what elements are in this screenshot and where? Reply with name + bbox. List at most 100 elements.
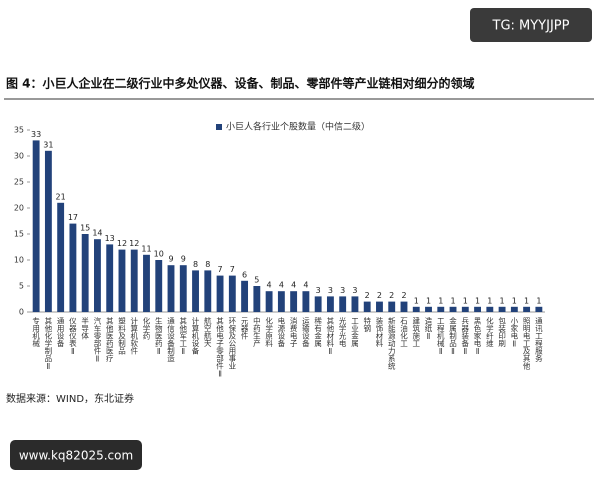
x-tick-label: 建筑施工: [412, 316, 421, 348]
x-tick-label: 通讯工程服务: [534, 316, 543, 364]
x-tick-label: 专用机械: [31, 316, 40, 349]
legend-label: 小巨人各行业个股数量（中信二级）: [226, 121, 370, 133]
y-tick-label: 5: [19, 282, 24, 291]
value-label: 1: [524, 296, 529, 305]
y-tick-label: 25: [14, 178, 24, 187]
value-label: 6: [242, 270, 247, 279]
bar: [44, 150, 52, 312]
x-tick-label: 中药生产: [252, 316, 261, 349]
value-label: 15: [80, 224, 90, 233]
value-label: 33: [31, 130, 41, 139]
value-label: 1: [426, 296, 431, 305]
value-label: 8: [205, 260, 210, 269]
value-label: 1: [536, 296, 541, 305]
value-label: 13: [105, 234, 115, 243]
bar: [32, 140, 40, 312]
value-label: 4: [291, 281, 296, 290]
value-label: 10: [154, 250, 164, 259]
x-tick-label: 电源设备: [277, 316, 286, 349]
bar: [130, 249, 138, 312]
bar: [535, 306, 543, 312]
value-label: 3: [352, 286, 357, 295]
bar: [302, 291, 310, 312]
bar: [265, 291, 273, 312]
bar: [486, 306, 494, 312]
x-tick-label: 兵器装备Ⅱ: [461, 316, 470, 356]
value-label: 2: [365, 291, 370, 300]
chart-title: 图 4：小巨人企业在二级行业中多处仪器、设备、制品、零部件等产业链相对细分的领域: [6, 76, 475, 91]
value-label: 1: [487, 296, 492, 305]
bar: [155, 260, 163, 312]
value-label: 4: [279, 281, 284, 290]
value-label: 11: [141, 244, 151, 253]
value-label: 2: [377, 291, 382, 300]
value-label: 2: [401, 291, 406, 300]
bar: [449, 306, 457, 312]
bar: [314, 296, 322, 312]
value-label: 21: [56, 192, 66, 201]
x-tick-label: 化学药: [142, 316, 151, 341]
bar: [167, 265, 175, 312]
bar: [461, 306, 469, 312]
value-label: 3: [340, 286, 345, 295]
x-tick-label: 造纸Ⅱ: [424, 316, 433, 341]
x-tick-label: 照明电工及其他: [522, 317, 531, 371]
x-tick-label: 包装印刷: [497, 316, 506, 349]
bar: [277, 291, 285, 312]
bar: [474, 306, 481, 312]
x-tick-label: 通信设备制造: [166, 316, 175, 364]
y-tick-label: 10: [14, 256, 24, 265]
x-tick-label: 计算机软件: [129, 316, 138, 356]
bar: [253, 286, 261, 312]
value-label: 1: [512, 296, 517, 305]
y-tick-label: 20: [14, 204, 24, 213]
watermark-box: [10, 440, 142, 470]
value-label: 3: [316, 286, 321, 295]
bar: [498, 306, 506, 312]
x-tick-label: 其他材料Ⅱ: [326, 317, 335, 356]
watermark-box: [470, 8, 592, 42]
bar: [339, 296, 347, 312]
value-label: 4: [267, 281, 272, 290]
bar: [118, 249, 126, 312]
bar: [400, 301, 408, 312]
watermark-bottom: www.kq82025.com: [19, 449, 133, 463]
bar: [523, 306, 531, 312]
source: 数据来源：WIND，东北证券: [6, 392, 134, 405]
watermark-top: TG: MYYJJPP: [492, 19, 570, 34]
y-tick-label: 0: [19, 308, 24, 317]
y-tick-label: 35: [14, 126, 24, 135]
x-tick-label: 新能源动力系统: [387, 316, 396, 371]
bar: [94, 239, 101, 312]
x-tick-label: 生物医药Ⅱ: [154, 316, 163, 356]
x-tick-label: 其他化学制品Ⅱ: [44, 317, 53, 371]
bar: [425, 306, 432, 312]
bar: [228, 275, 236, 312]
x-tick-label: 航空航天: [203, 316, 212, 349]
bar: [81, 234, 89, 312]
x-tick-label: 其他医药医疗: [105, 317, 114, 364]
bar: [363, 301, 371, 312]
value-label: 17: [68, 213, 78, 222]
bar: [351, 296, 359, 312]
x-tick-label: 半导体: [80, 316, 89, 341]
x-tick-label: 稀有金属: [313, 316, 322, 349]
value-label: 1: [438, 296, 443, 305]
value-label: 7: [230, 265, 235, 274]
value-label: 12: [117, 239, 127, 248]
x-tick-label: 化学纤维: [485, 316, 494, 349]
y-tick-label: 15: [14, 230, 24, 239]
bar: [57, 202, 65, 312]
x-tick-label: 计算机设备: [191, 316, 200, 356]
x-tick-label: 其他电子零部件Ⅱ: [215, 317, 224, 379]
bar: [216, 275, 224, 312]
value-label: 1: [414, 296, 419, 305]
bar: [437, 306, 445, 312]
bar: [326, 296, 334, 312]
bar: [192, 270, 199, 312]
x-tick-label: 工程机械Ⅱ: [436, 317, 445, 356]
bar: [179, 265, 187, 312]
value-label: 31: [43, 140, 53, 149]
bar: [241, 280, 249, 312]
